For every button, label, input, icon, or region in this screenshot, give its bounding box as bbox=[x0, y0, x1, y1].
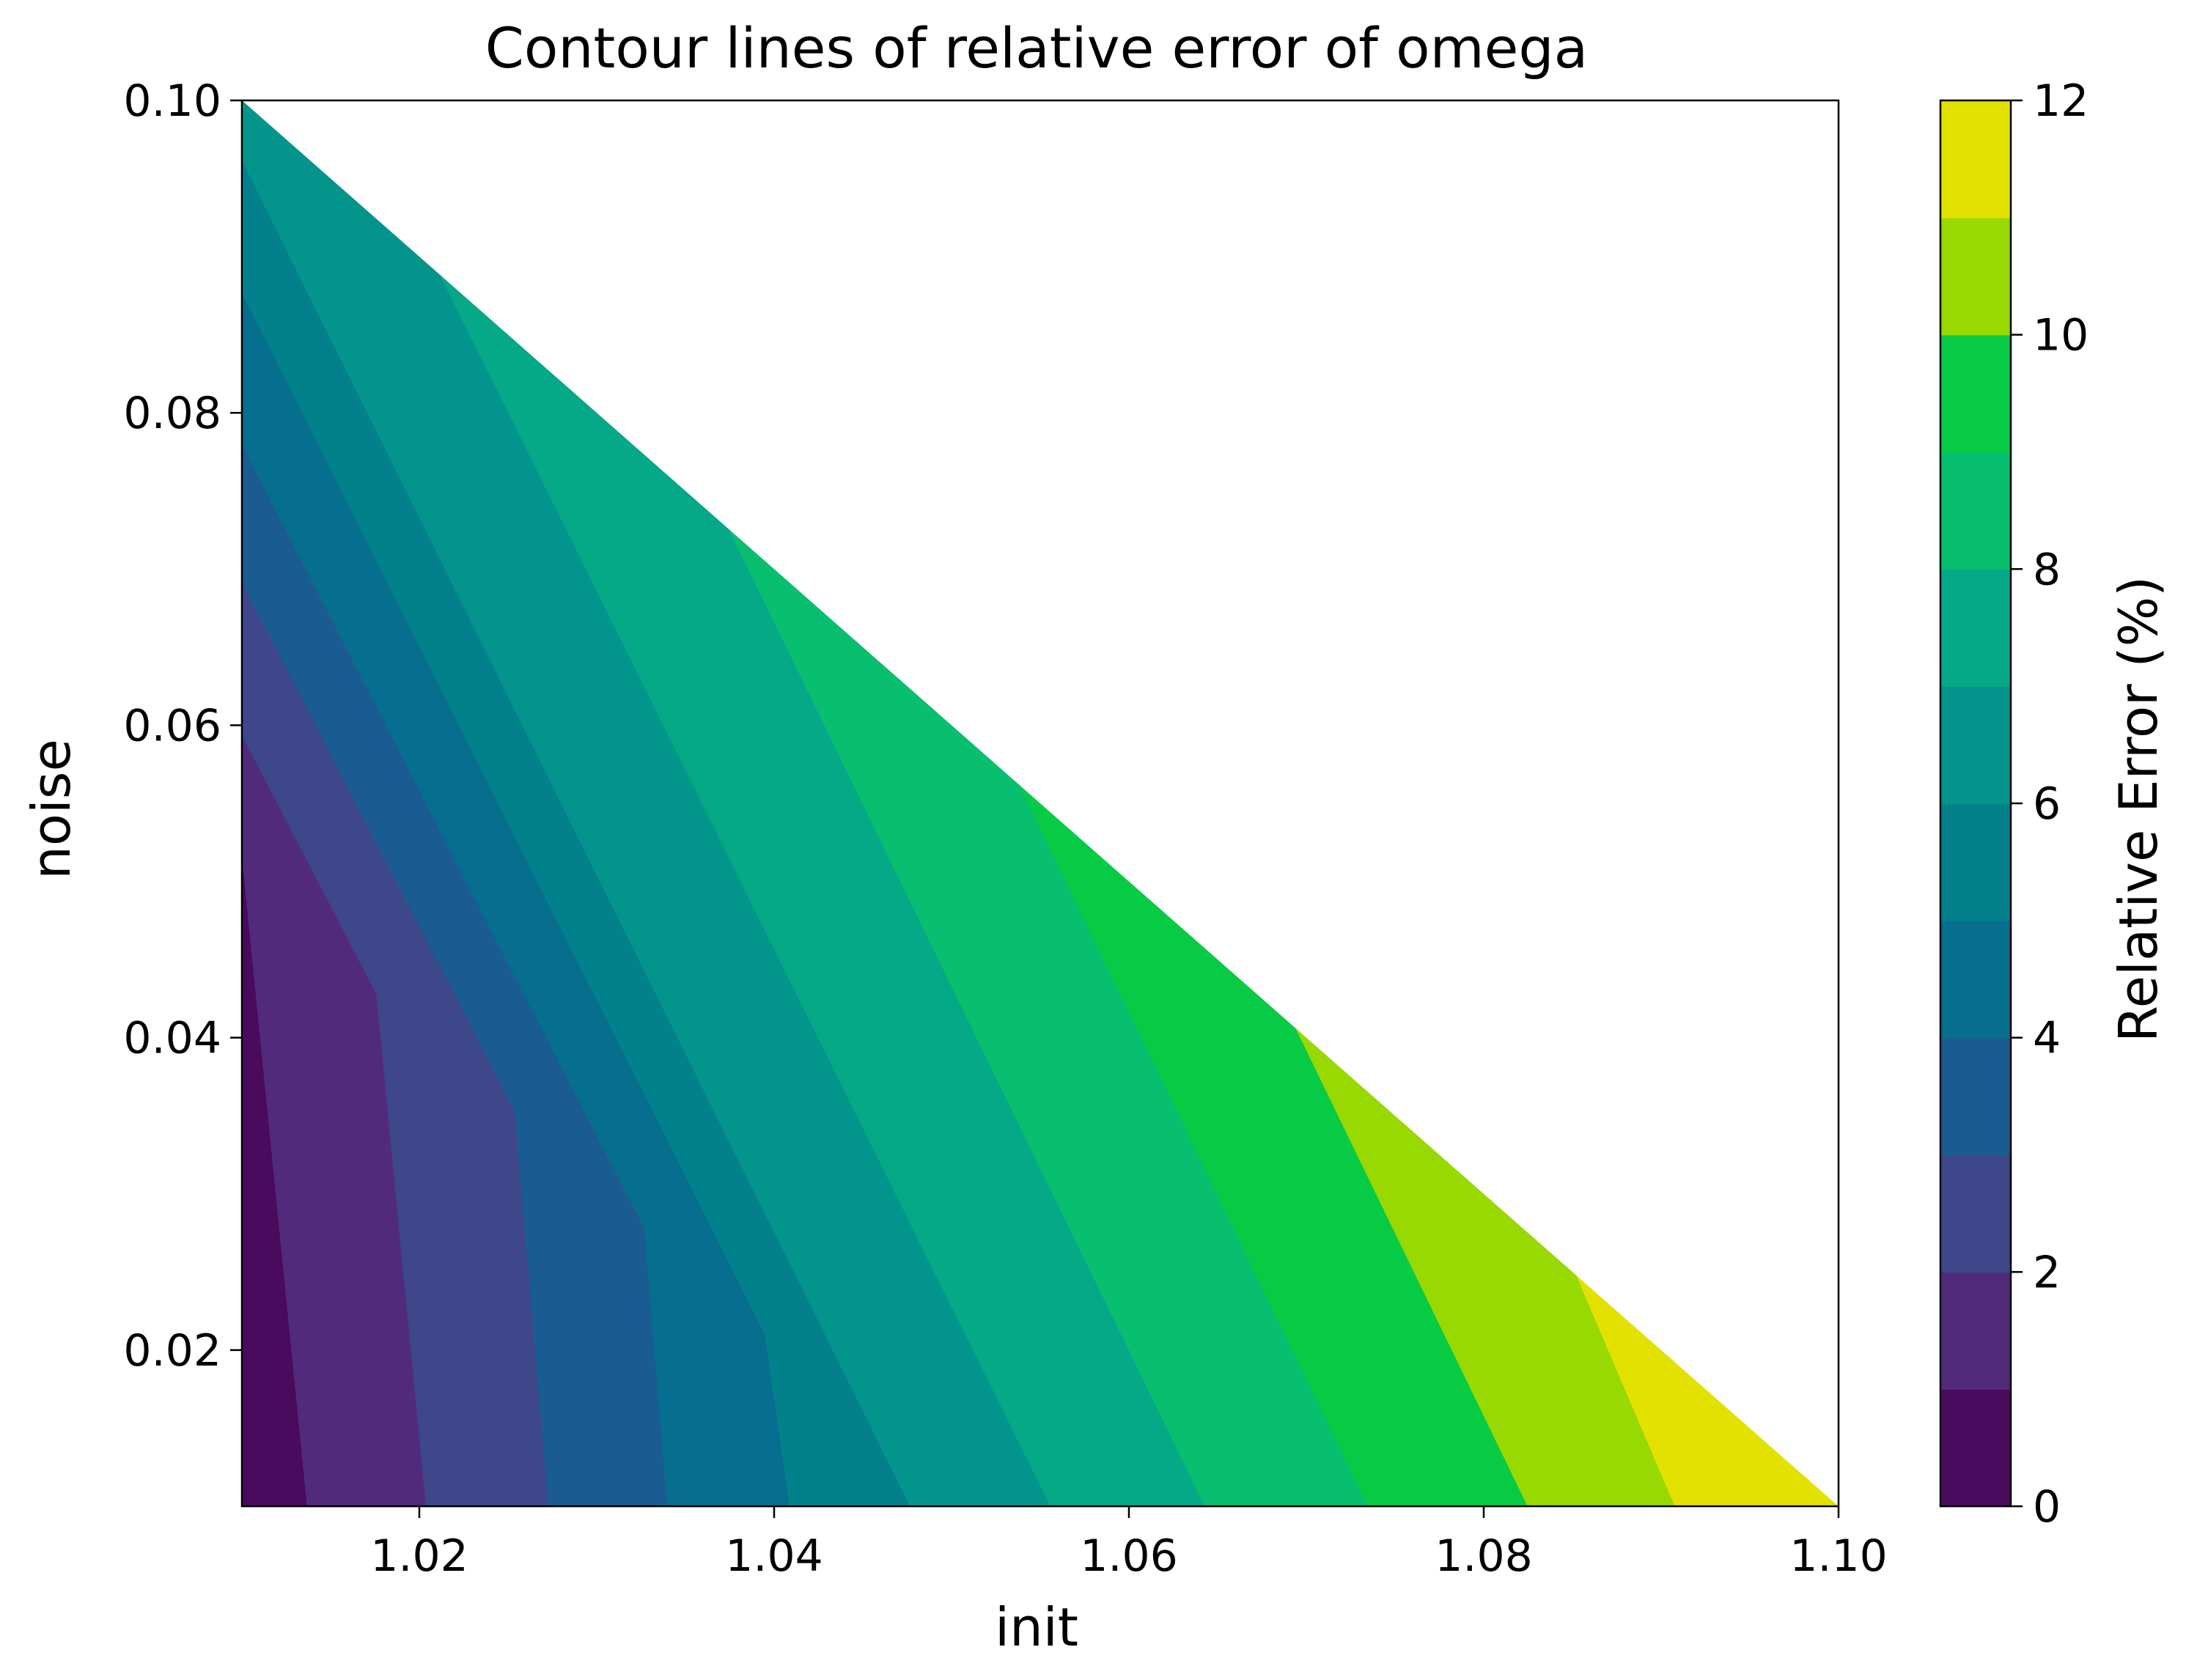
x-tick-label: 1.10 bbox=[1789, 1530, 1888, 1582]
colorbar-tick-label: 8 bbox=[2033, 544, 2061, 595]
colorbar-segment bbox=[1940, 1037, 2011, 1156]
colorbar-segment bbox=[1940, 920, 2011, 1039]
colorbar-segment bbox=[1940, 1154, 2011, 1273]
colorbar-tick-label: 4 bbox=[2033, 1013, 2061, 1064]
y-tick-label: 0.04 bbox=[123, 1013, 221, 1064]
contour-band bbox=[242, 100, 1052, 1506]
x-tick-label: 1.04 bbox=[725, 1530, 823, 1582]
contour-band bbox=[242, 100, 427, 1506]
colorbar-segment bbox=[1940, 452, 2011, 570]
colorbar-segment bbox=[1940, 217, 2011, 336]
y-tick-label: 0.10 bbox=[123, 75, 221, 127]
plot-area bbox=[240, 99, 1840, 1508]
y-tick-label: 0.06 bbox=[123, 700, 221, 751]
x-tick-label: 1.02 bbox=[370, 1530, 468, 1582]
colorbar-segment bbox=[1940, 100, 2011, 218]
colorbar-segment bbox=[1940, 334, 2011, 453]
colorbar-segment bbox=[1940, 1389, 2011, 1507]
y-axis-label: noise bbox=[21, 739, 82, 880]
x-axis: 1.02 1.04 1.06 1.08 1.10 bbox=[370, 1506, 1888, 1582]
contour-band bbox=[242, 100, 669, 1506]
x-tick-label: 1.08 bbox=[1435, 1530, 1533, 1582]
chart-title: Contour lines of relative error of omega bbox=[485, 15, 1588, 81]
plot-frame bbox=[240, 99, 1840, 1508]
colorbar-tick-label: 0 bbox=[2033, 1481, 2061, 1533]
y-tick-label: 0.08 bbox=[123, 388, 221, 439]
y-axis: 0.02 0.04 0.06 0.08 0.10 bbox=[123, 75, 242, 1377]
colorbar-segment bbox=[1940, 803, 2011, 921]
colorbar-tick-label: 10 bbox=[2033, 310, 2089, 361]
contour-band bbox=[242, 100, 791, 1506]
colorbar-segment bbox=[1940, 1272, 2011, 1390]
colorbar: 0 2 4 6 8 10 12 bbox=[1939, 75, 2089, 1533]
contour-band bbox=[242, 100, 550, 1506]
colorbar-label: Relative Error (%) bbox=[2108, 576, 2169, 1042]
x-tick-label: 1.06 bbox=[1080, 1530, 1178, 1582]
colorbar-tick-label: 2 bbox=[2033, 1247, 2061, 1298]
y-tick-label: 0.02 bbox=[123, 1325, 221, 1377]
colorbar-segment bbox=[1940, 686, 2011, 804]
contour-band bbox=[242, 100, 912, 1506]
colorbar-tick-label: 12 bbox=[2033, 75, 2089, 127]
colorbar-segment bbox=[1940, 569, 2011, 687]
x-axis-label: init bbox=[995, 1596, 1078, 1658]
contour-bands bbox=[242, 100, 1839, 1506]
colorbar-tick-label: 6 bbox=[2033, 778, 2061, 830]
